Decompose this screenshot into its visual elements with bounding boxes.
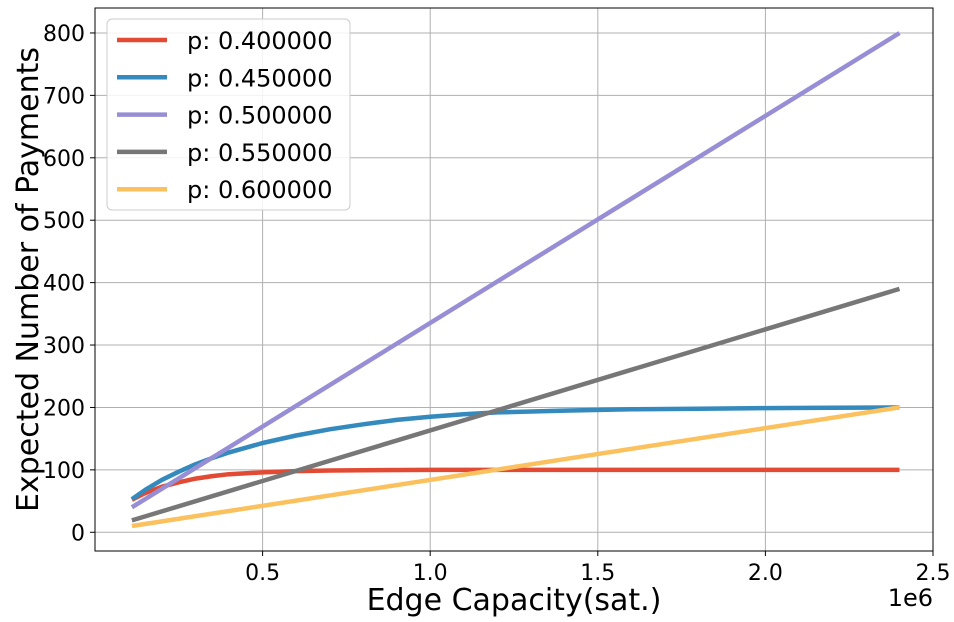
y-tick-label: 400	[43, 272, 85, 297]
x-tick-label: 2.0	[748, 561, 783, 586]
legend-label: p: 0.450000	[187, 64, 332, 92]
y-tick-label: 0	[71, 521, 85, 546]
series-line-5	[131, 405, 900, 529]
series-line-3	[130, 31, 901, 510]
legend-label: p: 0.400000	[187, 27, 332, 55]
x-tick-label: 1.0	[413, 561, 448, 586]
y-tick-label: 500	[43, 209, 85, 234]
y-tick-label: 800	[43, 22, 85, 47]
x-axis-offset-label: 1e6	[888, 584, 933, 612]
x-tick-label: 2.5	[916, 561, 951, 586]
series-line-2	[130, 405, 900, 502]
x-axis: 0.5 1.0 1.5 2.0 2.5	[245, 551, 951, 586]
plot-frame	[94, 7, 934, 552]
legend-label: p: 0.550000	[187, 139, 332, 167]
y-tick-label: 700	[43, 84, 85, 109]
legend-label: p: 0.600000	[187, 176, 332, 204]
legend: p: 0.400000 p: 0.450000 p: 0.500000 p: 0.55…	[106, 18, 351, 211]
y-axis-label: Expected Number of Payments	[11, 47, 46, 512]
x-tick-label: 1.5	[580, 561, 615, 586]
legend-label: p: 0.500000	[187, 102, 332, 130]
y-tick-label: 200	[43, 396, 85, 421]
y-axis: 0 100 200 300 400 500 600 700 800	[43, 22, 95, 546]
x-axis-label: Edge Capacity(sat.)	[367, 583, 662, 618]
y-tick-label: 600	[43, 147, 85, 172]
legend-box	[106, 18, 351, 211]
y-tick-label: 300	[43, 334, 85, 359]
series-lines	[130, 31, 901, 529]
y-tick-label: 100	[43, 459, 85, 484]
series-line-4	[131, 286, 901, 523]
x-tick-label: 0.5	[245, 561, 280, 586]
